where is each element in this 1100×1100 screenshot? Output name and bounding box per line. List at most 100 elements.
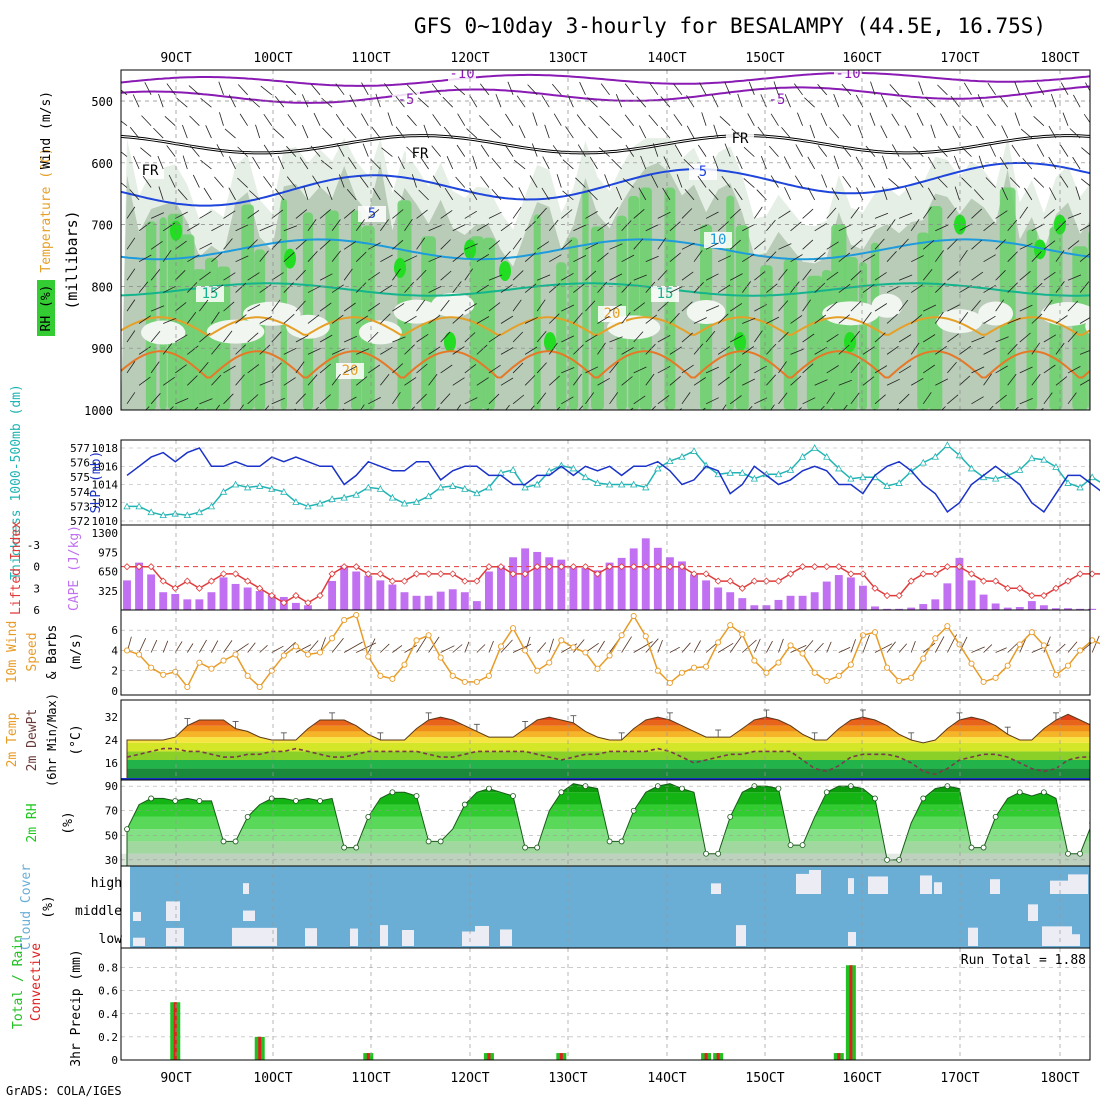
- wind-speed-point: [582, 649, 589, 656]
- wind-barb: [346, 188, 357, 201]
- wind-barb: [480, 176, 490, 188]
- wind-barb: [283, 377, 296, 386]
- wind-barb: [411, 174, 417, 188]
- slp-tick: 1012: [92, 497, 119, 510]
- wind-speed-point: [437, 654, 444, 661]
- wind-barb: [211, 252, 223, 262]
- date-label-top: 11OCT: [351, 51, 390, 66]
- wind-barb: [573, 255, 587, 263]
- cape-bar: [581, 567, 590, 610]
- thickness-point: [726, 468, 734, 476]
- wind-barb: [826, 241, 839, 250]
- wind-barb: [138, 222, 151, 232]
- wind-barb: [1092, 362, 1100, 373]
- wind-barb: [211, 284, 224, 293]
- wind-speed-point: [775, 659, 782, 666]
- wind-barb: [150, 361, 160, 374]
- wind-barb: [247, 239, 258, 250]
- lifted-index-point: [811, 563, 819, 571]
- wind-barb: [1079, 224, 1090, 232]
- wind-barb: [585, 270, 597, 281]
- cloud-cover-bar: [711, 883, 721, 894]
- rh-point: [461, 801, 468, 808]
- wind-barb: [838, 224, 852, 232]
- wind-barb: [392, 268, 401, 281]
- wind-barb: [814, 223, 827, 232]
- thickness-point: [231, 480, 240, 488]
- wind-barb: [766, 640, 773, 653]
- cape-bar: [714, 587, 723, 610]
- wind-barb: [247, 642, 256, 653]
- wind-barb: [1007, 282, 1018, 293]
- wind-barb: [686, 125, 695, 139]
- wind-barb: [898, 643, 908, 653]
- wind-barb: [1031, 373, 1041, 386]
- wind-barb: [874, 212, 889, 219]
- wind-barb: [850, 392, 860, 405]
- wind-barb: [310, 145, 321, 157]
- cloud-level-label: middle: [75, 904, 122, 919]
- wind-barb: [223, 238, 233, 250]
- wind-barb: [587, 97, 598, 108]
- cape-bar: [243, 587, 252, 610]
- thickness-point: [738, 468, 746, 476]
- lifted-index-point: [569, 563, 577, 571]
- cape-bar: [678, 561, 686, 610]
- wind-barb: [235, 255, 249, 263]
- wind-barb: [802, 363, 814, 374]
- wind-barb: [862, 284, 875, 293]
- cape-bar: [352, 571, 361, 610]
- wind-barb: [652, 143, 659, 157]
- wind-barb: [645, 255, 659, 263]
- wind-barb: [886, 219, 896, 232]
- wind-speed-point: [389, 675, 396, 682]
- wind-barb: [611, 128, 622, 139]
- thickness-tick: 576: [70, 457, 90, 470]
- thickness-point: [593, 479, 602, 486]
- wind-barb: [742, 346, 755, 355]
- wind-barb: [404, 281, 415, 293]
- wind-barb: [793, 83, 803, 96]
- wind-barb: [428, 373, 438, 386]
- wind-barb: [971, 646, 985, 653]
- wind-barb: [175, 364, 187, 374]
- cape-bar: [931, 599, 940, 610]
- wind-barb: [440, 331, 451, 343]
- wind-barb: [681, 392, 691, 405]
- wind-barb: [862, 312, 872, 324]
- wind-barb: [705, 643, 717, 653]
- wind-barb: [609, 361, 619, 374]
- rh-point: [389, 789, 396, 796]
- wind-barb: [214, 176, 224, 188]
- lifted-index-point: [316, 591, 324, 600]
- wind-barb: [898, 212, 913, 219]
- lifted-index-point: [545, 563, 553, 571]
- wind-barb: [530, 405, 535, 410]
- wind-barb: [440, 364, 453, 374]
- wind-barb: [443, 126, 454, 139]
- wind-speed-point: [1004, 662, 1011, 669]
- rh-core: [499, 260, 511, 281]
- lifted-index-point: [835, 563, 843, 571]
- wind-barb: [1014, 112, 1021, 126]
- li-tick: 3: [33, 582, 40, 595]
- contour-label: -5: [769, 92, 786, 108]
- wind-barb: [126, 361, 136, 374]
- wind-barb: [625, 144, 635, 157]
- wind-barb: [1083, 113, 1090, 124]
- lifted-index-point: [292, 591, 300, 600]
- wind-barb: [410, 406, 416, 410]
- wind-speed-point: [136, 651, 143, 658]
- wind-barb: [428, 315, 441, 324]
- wind-barb: [713, 124, 719, 139]
- wind-barb: [987, 82, 996, 96]
- lifted-index-point: [847, 570, 855, 578]
- wind-barb: [705, 211, 719, 219]
- contour-label: 10: [710, 232, 727, 248]
- wind-barb: [850, 270, 862, 281]
- wind-barb: [150, 240, 163, 250]
- pressure-tick: 900: [91, 342, 113, 356]
- wind-barb: [416, 363, 428, 374]
- wind-barb: [189, 115, 200, 127]
- wind-barb: [578, 405, 584, 410]
